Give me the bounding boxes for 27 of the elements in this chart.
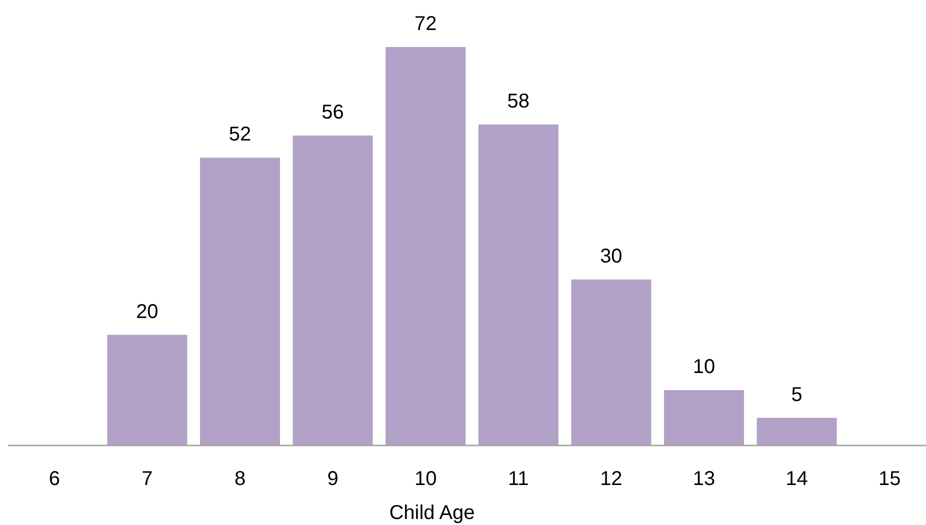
x-tick-label: 14 — [786, 468, 808, 490]
bar — [200, 158, 280, 446]
x-tick-label: 8 — [234, 468, 246, 490]
x-tick-label: 13 — [692, 468, 716, 490]
data-label: 72 — [414, 13, 437, 35]
data-label: 10 — [692, 356, 716, 378]
bar — [664, 390, 744, 446]
bar — [292, 136, 373, 446]
data-label: 20 — [136, 300, 158, 323]
x-tick-label: 6 — [48, 468, 60, 490]
bar — [756, 418, 837, 446]
data-label: 52 — [228, 124, 252, 146]
x-tick-label: 15 — [878, 468, 901, 490]
bar — [478, 124, 558, 446]
bar — [107, 334, 188, 446]
data-label: 56 — [322, 102, 344, 124]
x-tick-label: 7 — [142, 468, 153, 490]
data-label: 30 — [600, 245, 622, 268]
x-tick-label: 10 — [414, 468, 437, 490]
data-label: 5 — [791, 384, 802, 406]
x-axis-title: Child Age — [389, 502, 475, 524]
bar — [571, 279, 652, 446]
x-tick-label: 11 — [508, 468, 529, 490]
x-tick-label: 9 — [327, 468, 338, 490]
x-tick-label: 12 — [600, 468, 622, 490]
bar — [386, 47, 466, 446]
data-label: 58 — [507, 90, 530, 112]
